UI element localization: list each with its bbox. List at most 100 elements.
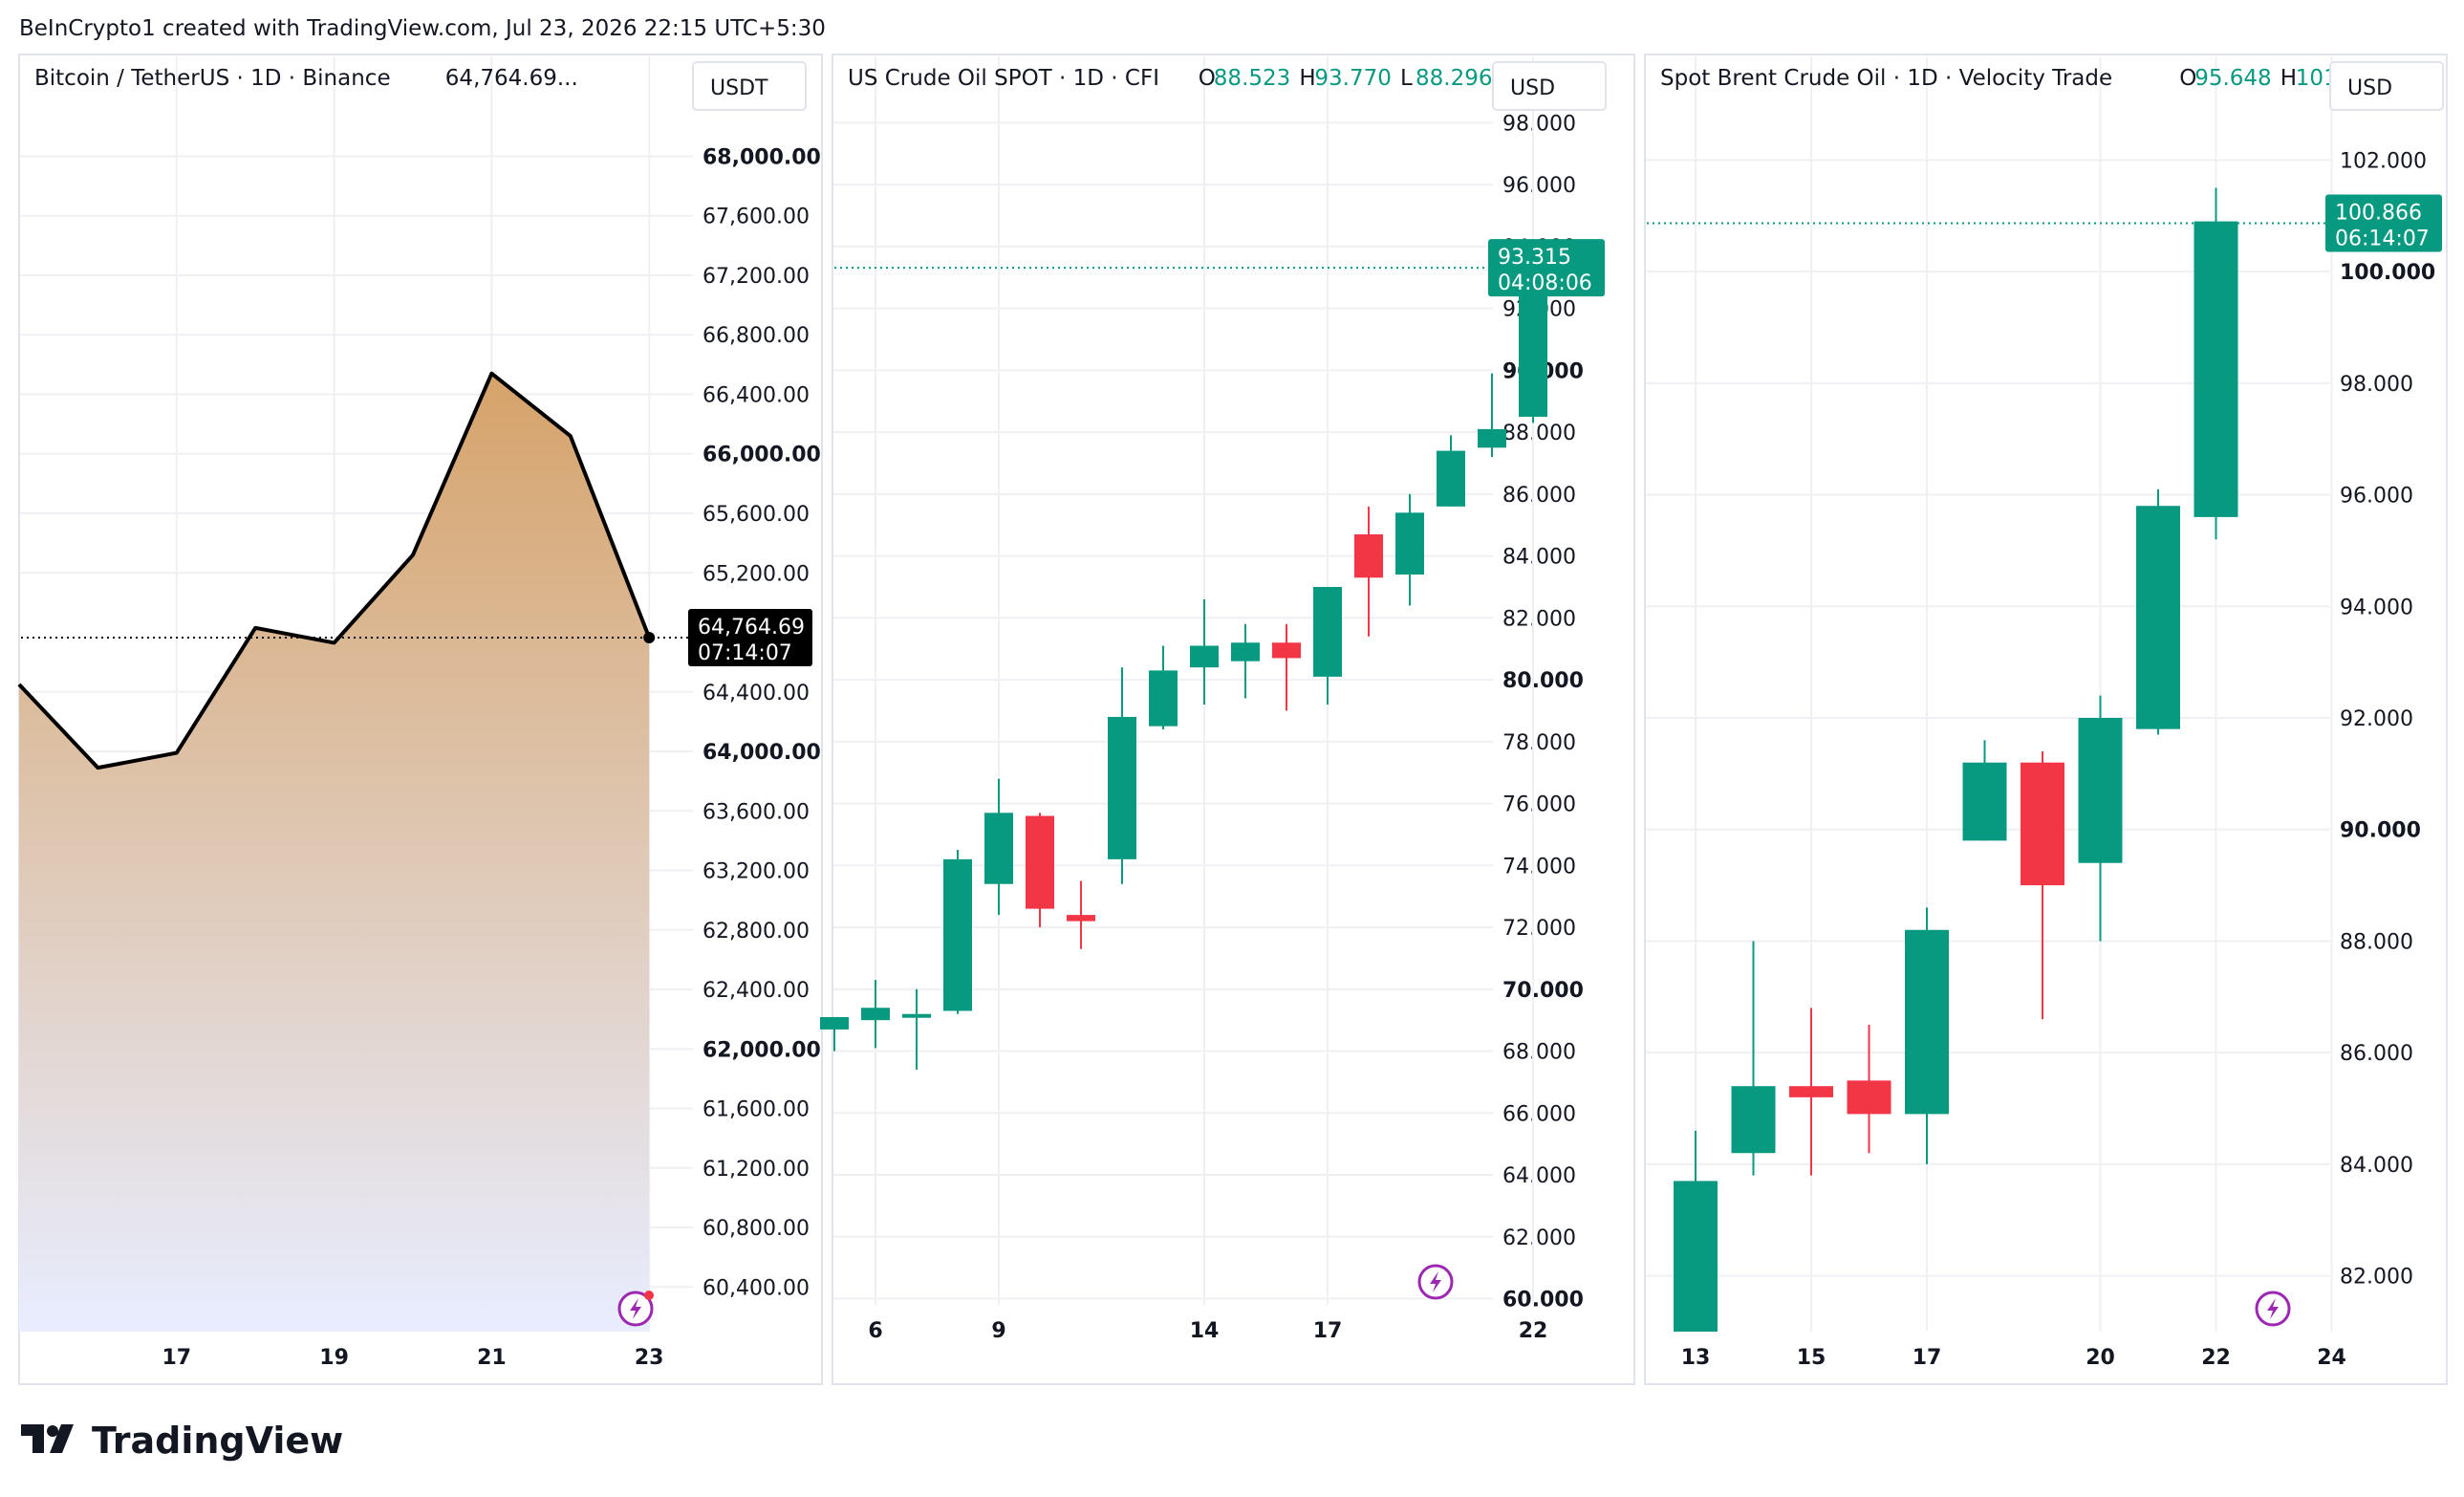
candle-body [1674,1181,1718,1332]
currency-label[interactable]: USDT [710,76,768,100]
candle-body [1108,716,1136,859]
area-fill [19,373,650,1333]
y-tick-label: 62,400.00 [702,979,810,1003]
footer-brand: TradingView [92,1420,343,1462]
y-tick-label: 65,600.00 [702,503,810,527]
y-tick-label: 72.000 [1502,917,1576,941]
candle-body [2078,718,2123,863]
currency-box [692,61,807,111]
currency-label[interactable]: USD [2347,76,2392,100]
tradingview-logo: TradingView [21,1420,343,1462]
candle-body [2194,221,2238,517]
y-tick-label: 60.000 [1502,1289,1584,1313]
x-tick-label: 17 [162,1346,191,1370]
y-tick-label: 68.000 [1502,1041,1576,1065]
y-tick-label: 63,600.00 [702,800,810,824]
candle-body [1847,1080,1891,1115]
last-price-tag [1488,239,1605,297]
y-tick-label: 86.000 [2340,1042,2413,1066]
y-tick-label: 96.000 [1502,174,1576,198]
logo-mark-t [21,1424,44,1453]
candle-body [1149,670,1178,727]
candle-body [1789,1086,1833,1097]
x-tick-label: 22 [2201,1346,2231,1370]
lightning-icon-glyph [630,1298,641,1319]
currency-box [1492,61,1607,111]
candle-body [1313,586,1342,677]
x-tick-label: 24 [2317,1346,2346,1370]
x-tick-label: 22 [1519,1319,1548,1343]
y-tick-label: 92.000 [2340,707,2413,731]
y-tick-label: 98.000 [2340,373,2413,397]
y-tick-label: 100.000 [2340,261,2435,285]
y-tick-label: 88.000 [1502,422,1576,445]
candle-body [820,1016,849,1030]
lightning-icon[interactable] [1417,1264,1454,1300]
y-tick-label: 82.000 [1502,607,1576,631]
y-tick-label: 76.000 [1502,793,1576,817]
candle-body [1026,815,1054,909]
currency-label[interactable]: USD [1510,76,1555,100]
x-tick-label: 21 [477,1346,507,1370]
logo-mark-dot [47,1425,58,1437]
last-price-tag [2325,194,2442,252]
chart-title: Bitcoin / TetherUS · 1D · Binance [34,66,391,91]
y-tick-label: 98.000 [1502,112,1576,136]
y-tick-label: 96.000 [2340,485,2413,509]
y-tick-label: 66,000.00 [702,444,821,467]
currency-box [2329,61,2444,111]
last-price-label: 93.315 [1498,246,1571,270]
ohlc-value-o: 95.648 [2194,66,2271,91]
candle-body [1067,915,1095,922]
x-tick-label: 15 [1797,1346,1826,1370]
candle-body [1478,428,1506,448]
y-tick-label: 78.000 [1502,731,1576,755]
candle-body [1354,533,1383,578]
y-tick-label: 86.000 [1502,484,1576,508]
y-tick-label: 70.000 [1502,979,1584,1003]
y-tick-label: 65,200.00 [702,562,810,586]
x-tick-label: 17 [1313,1319,1343,1343]
x-tick-label: 9 [991,1319,1005,1343]
bar-countdown-label: 06:14:07 [2335,228,2430,251]
ohlc-value-o: 88.523 [1214,66,1290,91]
candle-body [943,858,972,1011]
chart-title-value: 64,764.69... [445,66,578,91]
x-tick-label: 6 [868,1319,882,1343]
bar-countdown-label: 07:14:07 [698,641,792,665]
candle-body [1962,762,2007,841]
y-tick-label: 64.000 [1502,1164,1576,1188]
y-tick-label: 64,000.00 [702,741,821,765]
x-tick-label: 19 [319,1346,349,1370]
candle-body [984,813,1013,884]
x-tick-label: 13 [1681,1346,1711,1370]
x-tick-label: 20 [2086,1346,2115,1370]
last-price-label: 100.866 [2335,202,2422,226]
lightning-icon-glyph [1430,1271,1441,1292]
lightning-icon[interactable] [2255,1291,2291,1327]
y-tick-label: 61,600.00 [702,1098,810,1122]
ohlc-key-l: L [1400,66,1413,91]
ohlc-value-l: 88.296 [1416,66,1492,91]
chart-title: US Crude Oil SPOT · 1D · CFI [848,66,1159,91]
data-point [643,632,656,644]
y-tick-label: 64,400.00 [702,682,810,705]
y-tick-label: 60,800.00 [702,1217,810,1241]
ohlc-key-o: O [2179,66,2196,91]
y-tick-label: 66,400.00 [702,383,810,407]
x-tick-label: 14 [1190,1319,1220,1343]
x-tick-label: 17 [1913,1346,1942,1370]
y-tick-label: 90.000 [2340,819,2421,843]
ohlc-value-h: 93.770 [1314,66,1391,91]
chart-panel-1: 68,000.00 67,600.00 67,200.00 66,800.00 66,4… [17,54,823,1385]
y-tick-label: 74.000 [1502,855,1576,879]
lightning-icon[interactable] [617,1291,654,1327]
candle-body [1231,642,1260,662]
ohlc-key-h: H [2280,66,2297,91]
y-tick-label: 60,400.00 [702,1276,810,1300]
y-tick-label: 67,200.00 [702,265,810,289]
panel-frame [1644,54,2448,1385]
y-tick-label: 88.000 [2340,930,2413,954]
y-tick-label: 62,000.00 [702,1038,821,1062]
candle-body [1905,929,1949,1115]
